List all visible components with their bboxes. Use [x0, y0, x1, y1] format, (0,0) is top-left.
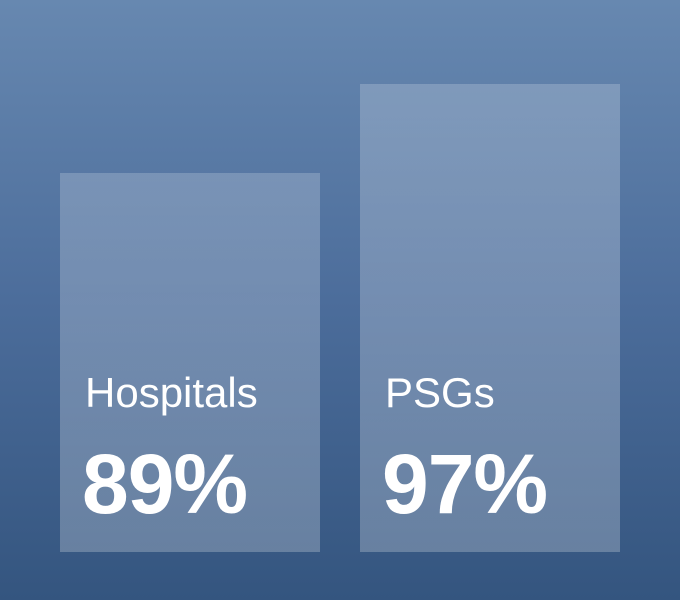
- bar-psgs: PSGs 97%: [360, 84, 620, 552]
- bar-hospitals: Hospitals 89%: [60, 173, 320, 552]
- bar-value-label: 89%: [82, 437, 248, 531]
- bar-category-label: Hospitals: [85, 369, 258, 416]
- bar-category-label: PSGs: [385, 369, 495, 416]
- bar-value-label: 97%: [382, 437, 548, 531]
